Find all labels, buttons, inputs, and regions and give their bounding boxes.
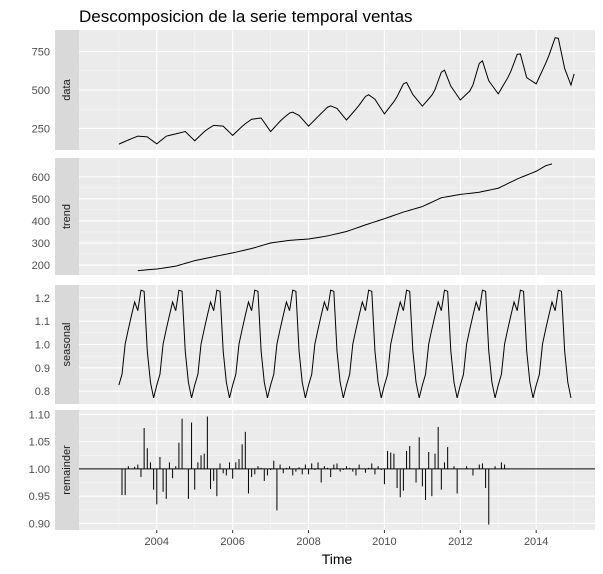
y-tick-label: 1.2 bbox=[35, 293, 50, 305]
panel-data: 250 500 750 data bbox=[32, 30, 595, 150]
x-tick-label: 2014 bbox=[524, 536, 548, 548]
series-line-seasonal bbox=[118, 289, 572, 399]
strip-label: seasonal bbox=[61, 322, 73, 366]
panel-remainder: 0.90 0.95 1.00 1.05 1.10 remainder bbox=[29, 409, 595, 530]
series-line-data bbox=[118, 37, 575, 145]
strip-label: data bbox=[61, 78, 73, 100]
y-tick-label: 0.95 bbox=[29, 491, 50, 503]
y-tick-label: 0.90 bbox=[29, 518, 50, 530]
x-axis: 2004 2006 2008 2010 2012 2014 bbox=[145, 530, 548, 548]
y-tick-label: 1.05 bbox=[29, 437, 50, 449]
y-tick-label: 1.1 bbox=[35, 316, 50, 328]
x-tick-label: 2006 bbox=[220, 536, 244, 548]
x-tick-label: 2010 bbox=[372, 536, 396, 548]
y-tick-label: 1.0 bbox=[35, 340, 50, 352]
y-tick-label: 0.8 bbox=[35, 386, 50, 398]
x-tick-label: 2012 bbox=[448, 536, 472, 548]
y-tick-label: 300 bbox=[32, 238, 50, 250]
y-tick-label: 250 bbox=[32, 123, 50, 135]
series-line-trend bbox=[137, 163, 553, 272]
y-tick-label: 500 bbox=[32, 85, 50, 97]
strip-trend bbox=[55, 158, 79, 275]
y-tick-label: 500 bbox=[32, 194, 50, 206]
strip-seasonal bbox=[55, 285, 79, 404]
y-tick-label: 1.10 bbox=[29, 409, 50, 421]
strip-remainder bbox=[55, 410, 79, 530]
y-tick-label: 600 bbox=[32, 172, 50, 184]
y-tick-label: 200 bbox=[32, 260, 50, 272]
y-tick-label: 400 bbox=[32, 216, 50, 228]
chart-title: Descomposicion de la serie temporal vent… bbox=[79, 7, 413, 26]
strip-label: trend bbox=[61, 204, 73, 229]
strip-label: remainder bbox=[61, 445, 73, 495]
y-tick-label: 0.9 bbox=[35, 363, 50, 375]
y-tick-label: 1.00 bbox=[29, 464, 50, 476]
panel-background bbox=[79, 158, 595, 275]
x-tick-label: 2008 bbox=[296, 536, 320, 548]
panel-seasonal: 0.8 0.9 1.0 1.1 1.2 seasonal bbox=[35, 285, 595, 404]
x-tick-label: 2004 bbox=[145, 536, 169, 548]
y-tick-label: 750 bbox=[32, 47, 50, 59]
panels-group: 250 500 750 data 200 300 400 500 600 trend 0.8 0.9 1… bbox=[29, 30, 595, 530]
strip-data bbox=[55, 30, 79, 150]
panel-trend: 200 300 400 500 600 trend bbox=[32, 158, 595, 275]
x-axis-label: Time bbox=[322, 551, 353, 567]
